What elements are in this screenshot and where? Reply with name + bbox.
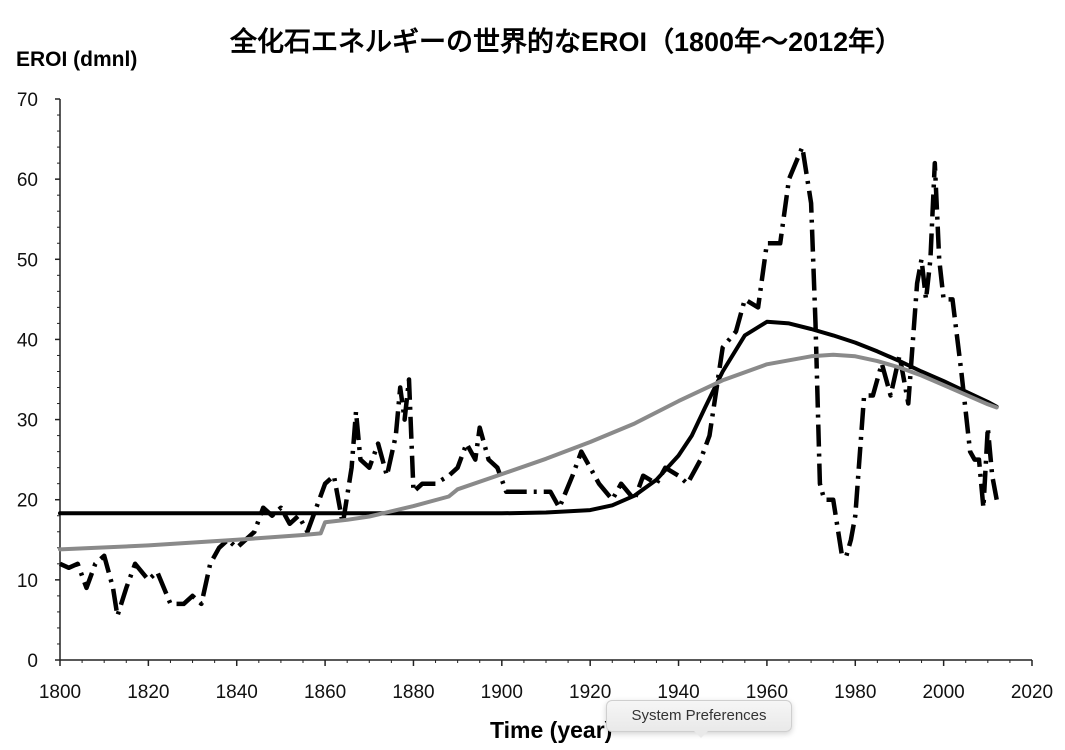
tooltip-arrow [693,730,709,738]
x-tick-label: 1840 [216,682,258,703]
y-tick-label: 10 [17,571,38,592]
series-line-eroi-fit-gray [58,352,999,552]
y-tick-label: 60 [17,170,38,191]
chart-title: 全化石エネルギーの世界的なEROI（1800年～2012年） [230,27,903,57]
x-tick-label: 1960 [746,682,788,703]
y-tick-label: 0 [27,651,38,672]
series-group [58,144,999,619]
x-axis-title: Time (year) [490,717,613,743]
y-tick-label: 40 [17,330,38,351]
x-tick-label: 1820 [127,682,169,703]
series-line-eroi-fit-black [58,319,999,516]
system-preferences-tooltip: System Preferences [606,700,792,732]
axes: 0 10 20 30 40 50 60 70 1800 1820 1840 1860 1880 1900 1… [17,90,1053,703]
x-tick-label: 1900 [481,682,523,703]
x-tick-label: 2000 [922,682,964,703]
y-tick-label: 30 [17,411,38,432]
x-tick-label: 1940 [657,682,699,703]
x-tick-label: 1920 [569,682,611,703]
x-tick-label: 1980 [834,682,876,703]
y-tick-label: 50 [17,250,38,271]
x-tick-label: 1860 [304,682,346,703]
y-tick-label: 20 [17,491,38,512]
x-tick-label: 2020 [1011,682,1053,703]
x-tick-label: 1800 [39,682,81,703]
y-tick-label: 70 [17,90,38,111]
x-tick-label: 1880 [392,682,434,703]
series-line-eroi-annual [59,144,999,619]
y-axis-title: EROI (dmnl) [16,48,138,71]
